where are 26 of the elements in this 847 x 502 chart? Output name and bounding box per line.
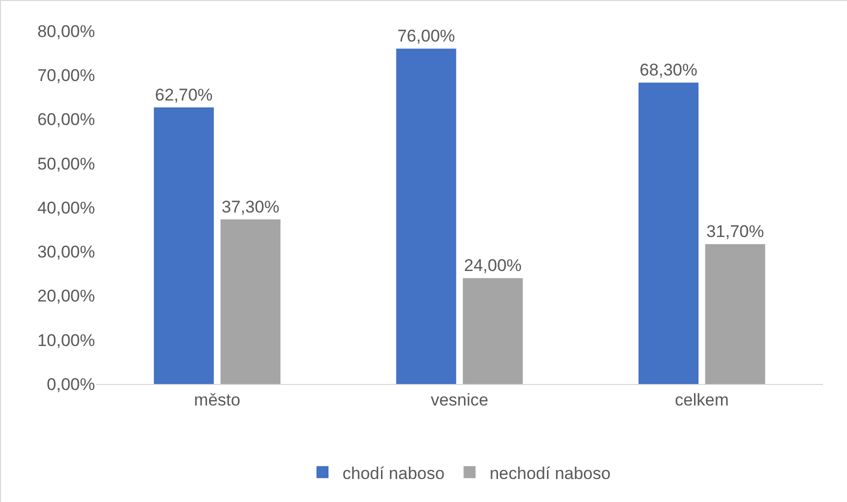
y-tick-label: 40,00% — [37, 198, 95, 218]
y-tick-label: 60,00% — [37, 110, 95, 130]
legend-label: nechodí naboso — [490, 464, 611, 483]
x-tick-label: vesnice — [430, 390, 488, 410]
y-tick-label: 10,00% — [37, 330, 95, 350]
y-tick-label: 70,00% — [37, 66, 95, 86]
bar — [154, 107, 214, 384]
bar — [638, 82, 698, 384]
x-tick-label: město — [194, 390, 240, 410]
bar — [462, 278, 523, 384]
data-label: 24,00% — [464, 256, 522, 276]
data-label: 62,70% — [155, 85, 213, 104]
legend-label: chodí naboso — [342, 464, 445, 483]
data-label: 76,00% — [397, 26, 456, 46]
y-tick-label: 20,00% — [37, 286, 95, 306]
data-label: 31,70% — [706, 222, 764, 242]
bar — [705, 244, 766, 384]
y-tick-label: 30,00% — [37, 242, 95, 262]
y-tick-label: 50,00% — [37, 154, 95, 174]
x-tick-label: celkem — [674, 390, 729, 410]
bar — [396, 48, 456, 384]
y-tick-label: 0,00% — [46, 374, 95, 394]
bar — [220, 219, 280, 384]
data-label: 37,30% — [222, 197, 280, 216]
data-label: 68,30% — [640, 60, 698, 80]
y-tick-label: 80,00% — [37, 22, 95, 41]
